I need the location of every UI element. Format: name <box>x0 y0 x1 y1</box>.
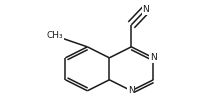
Text: CH₃: CH₃ <box>47 31 63 40</box>
Text: N: N <box>142 5 149 14</box>
Text: N: N <box>149 53 156 62</box>
Text: N: N <box>127 86 134 95</box>
